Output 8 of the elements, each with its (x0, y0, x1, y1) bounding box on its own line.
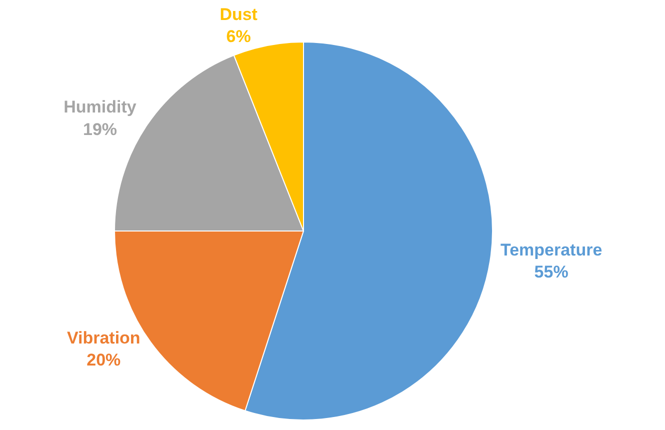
slice-label: Humidity (64, 98, 137, 117)
data-label: 20% (86, 350, 121, 370)
slice-label: Dust (220, 4, 258, 24)
data-label: 19% (82, 120, 118, 139)
data-label: 55% (534, 262, 568, 282)
data-label: 6% (226, 27, 251, 46)
slice-label: Vibration (66, 328, 140, 348)
slice-label: Temperature (500, 240, 602, 260)
